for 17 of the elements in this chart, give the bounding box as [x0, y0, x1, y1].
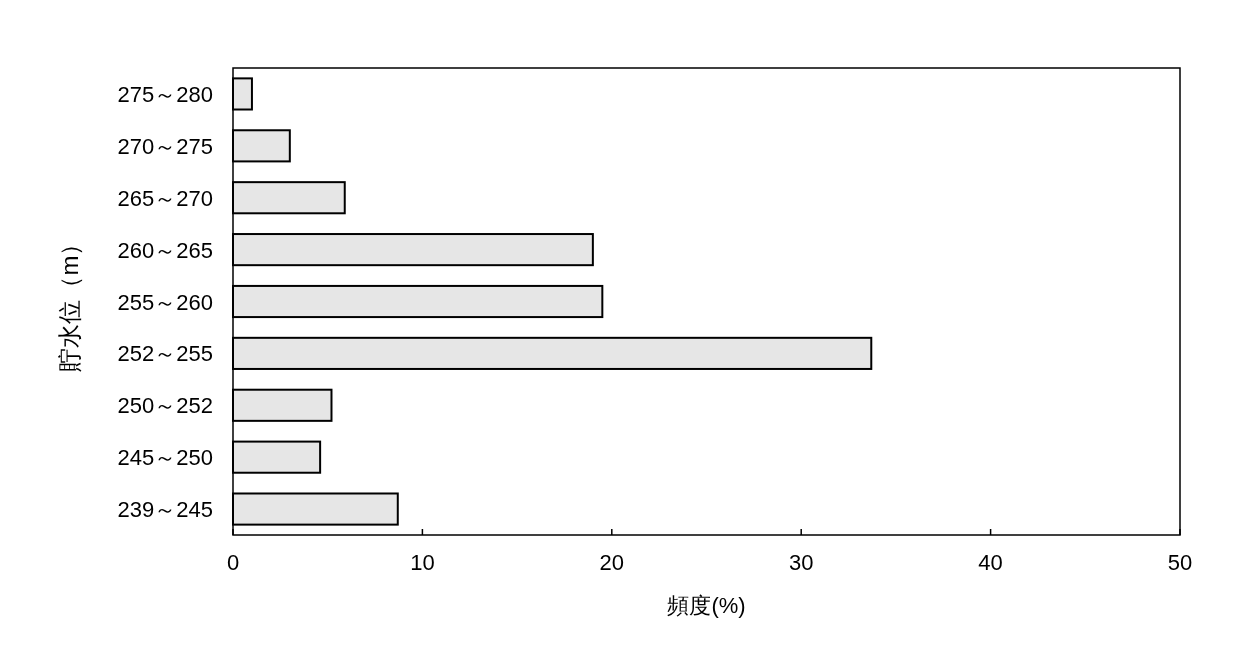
x-tick-label: 10: [410, 550, 435, 575]
x-tick-label: 0: [226, 550, 240, 575]
y-tick-label: 260～265: [117, 237, 213, 263]
y-tick-label: 255～260: [117, 289, 213, 315]
x-tick-label: 20: [599, 550, 625, 575]
y-tick-label: 270～275: [117, 133, 213, 159]
y-axis-title: 貯水位（m）: [56, 231, 83, 372]
x-tick-label: 30: [788, 550, 814, 575]
y-tick-label: 239～245: [117, 497, 213, 523]
y-tick-label: 252～255: [117, 341, 213, 367]
y-tick-label: 275～280: [117, 81, 213, 107]
y-tick-label: 250～252: [117, 393, 213, 419]
x-axis-title: 頻度(%): [667, 593, 746, 618]
y-tick-label: 245～250: [117, 445, 213, 471]
x-tick-label: 50: [1167, 550, 1193, 575]
y-tick-label: 265～270: [117, 185, 213, 211]
x-tick-label: 40: [978, 550, 1003, 575]
